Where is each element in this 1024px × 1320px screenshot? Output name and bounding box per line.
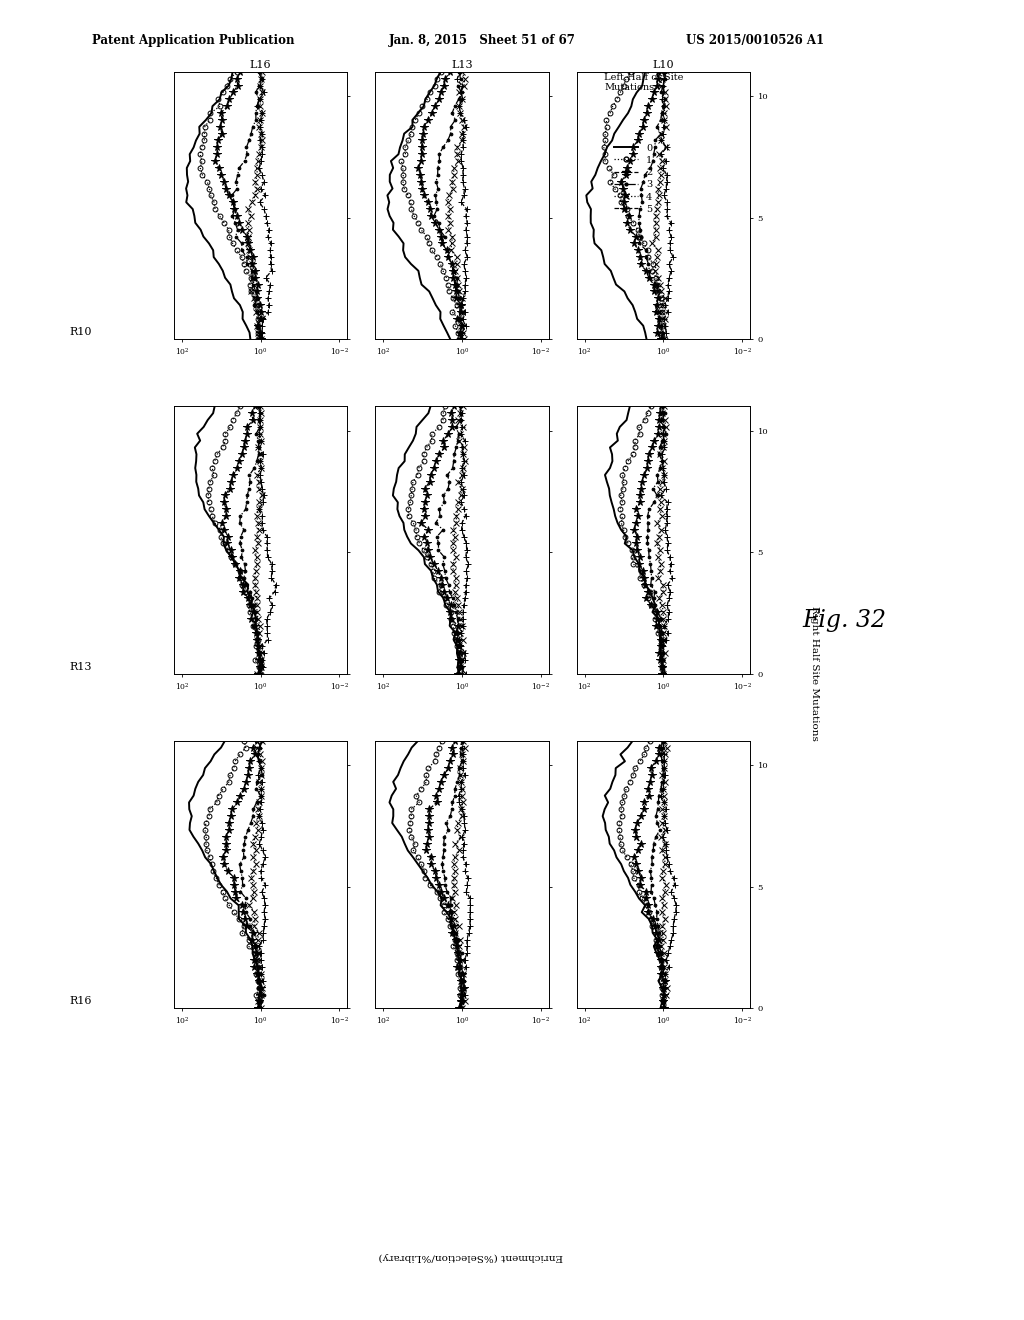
Text: R13: R13 <box>70 661 92 672</box>
Text: Right Half Site Mutations: Right Half Site Mutations <box>810 606 818 741</box>
Text: Left Half of Site
Mutations: Left Half of Site Mutations <box>604 73 684 92</box>
Text: Jan. 8, 2015   Sheet 51 of 67: Jan. 8, 2015 Sheet 51 of 67 <box>389 34 575 48</box>
Text: R16: R16 <box>70 997 92 1006</box>
Title: L16: L16 <box>250 59 271 70</box>
Title: L10: L10 <box>652 59 674 70</box>
Title: L13: L13 <box>452 59 473 70</box>
Text: R10: R10 <box>70 327 92 337</box>
Legend: 0, 1, 2, 3, 4, 5: 0, 1, 2, 3, 4, 5 <box>614 144 652 214</box>
Text: Patent Application Publication: Patent Application Publication <box>92 34 295 48</box>
Text: Enrichment (%Selection/%Library): Enrichment (%Selection/%Library) <box>379 1253 563 1261</box>
Text: Fig. 32: Fig. 32 <box>803 609 887 632</box>
Text: US 2015/0010526 A1: US 2015/0010526 A1 <box>686 34 824 48</box>
